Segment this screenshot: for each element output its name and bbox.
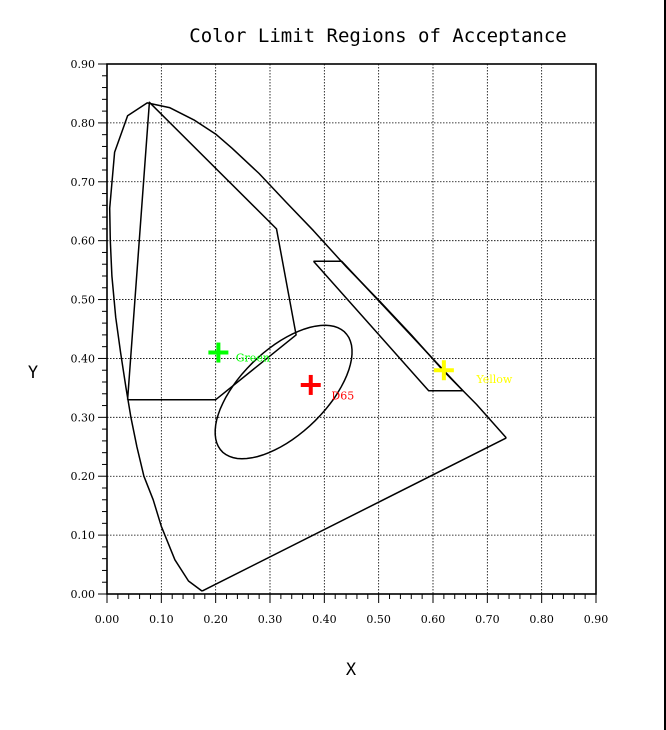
green-region-boundary bbox=[126, 101, 297, 401]
y-tick-label: 0.10 bbox=[71, 529, 96, 542]
y-tick-label: 0.80 bbox=[71, 117, 96, 130]
minor-ticks bbox=[98, 63, 597, 603]
x-tick-label: 0.30 bbox=[258, 613, 283, 626]
x-tick-label: 0.90 bbox=[584, 613, 609, 626]
d65-marker bbox=[300, 374, 321, 395]
y-tick-label: 0.30 bbox=[71, 411, 96, 424]
x-tick-label: 0.00 bbox=[95, 613, 120, 626]
x-tick-label: 0.70 bbox=[475, 613, 500, 626]
spectral-locus-curve bbox=[108, 102, 507, 592]
purple-line bbox=[201, 437, 507, 592]
y-tick-label: 0.90 bbox=[71, 58, 96, 71]
x-tick-label: 0.10 bbox=[149, 613, 174, 626]
yellow-marker bbox=[433, 360, 454, 381]
y-tick-label: 0.70 bbox=[71, 176, 96, 189]
d65-label: D65 bbox=[331, 390, 354, 403]
green-label: Green bbox=[236, 351, 270, 364]
chart-title: Color Limit Regions of Acceptance bbox=[189, 25, 567, 47]
grid-lines bbox=[107, 64, 596, 594]
y-tick-label: 0.20 bbox=[71, 470, 96, 483]
y-axis-label: Y bbox=[28, 363, 38, 383]
yellow-label: Yellow bbox=[475, 373, 512, 386]
yellow-region-boundary bbox=[312, 260, 464, 392]
d65-region-boundary bbox=[214, 324, 353, 460]
x-tick-labels: 0.00 0.10 0.20 0.30 0.40 0.50 0.60 0.70 0.80 0.90 bbox=[95, 613, 609, 626]
x-tick-label: 0.50 bbox=[366, 613, 391, 626]
y-tick-label: 0.50 bbox=[71, 294, 96, 307]
y-tick-label: 0.00 bbox=[71, 588, 96, 601]
x-tick-label: 0.60 bbox=[421, 613, 446, 626]
plot-frame bbox=[106, 63, 597, 595]
y-tick-labels: 0.00 0.10 0.20 0.30 0.40 0.50 0.60 0.70 0.80 0.90 bbox=[71, 58, 96, 601]
x-tick-label: 0.40 bbox=[312, 613, 337, 626]
region-markers: Green D65 Yellow bbox=[208, 342, 513, 403]
y-tick-label: 0.40 bbox=[71, 352, 96, 365]
x-tick-label: 0.20 bbox=[203, 613, 228, 626]
x-axis-label: X bbox=[346, 660, 357, 680]
y-tick-label: 0.60 bbox=[71, 235, 96, 248]
plot-curves bbox=[108, 101, 507, 592]
green-marker bbox=[208, 342, 229, 363]
x-tick-label: 0.80 bbox=[529, 613, 554, 626]
window-frame-edge bbox=[664, 0, 666, 730]
